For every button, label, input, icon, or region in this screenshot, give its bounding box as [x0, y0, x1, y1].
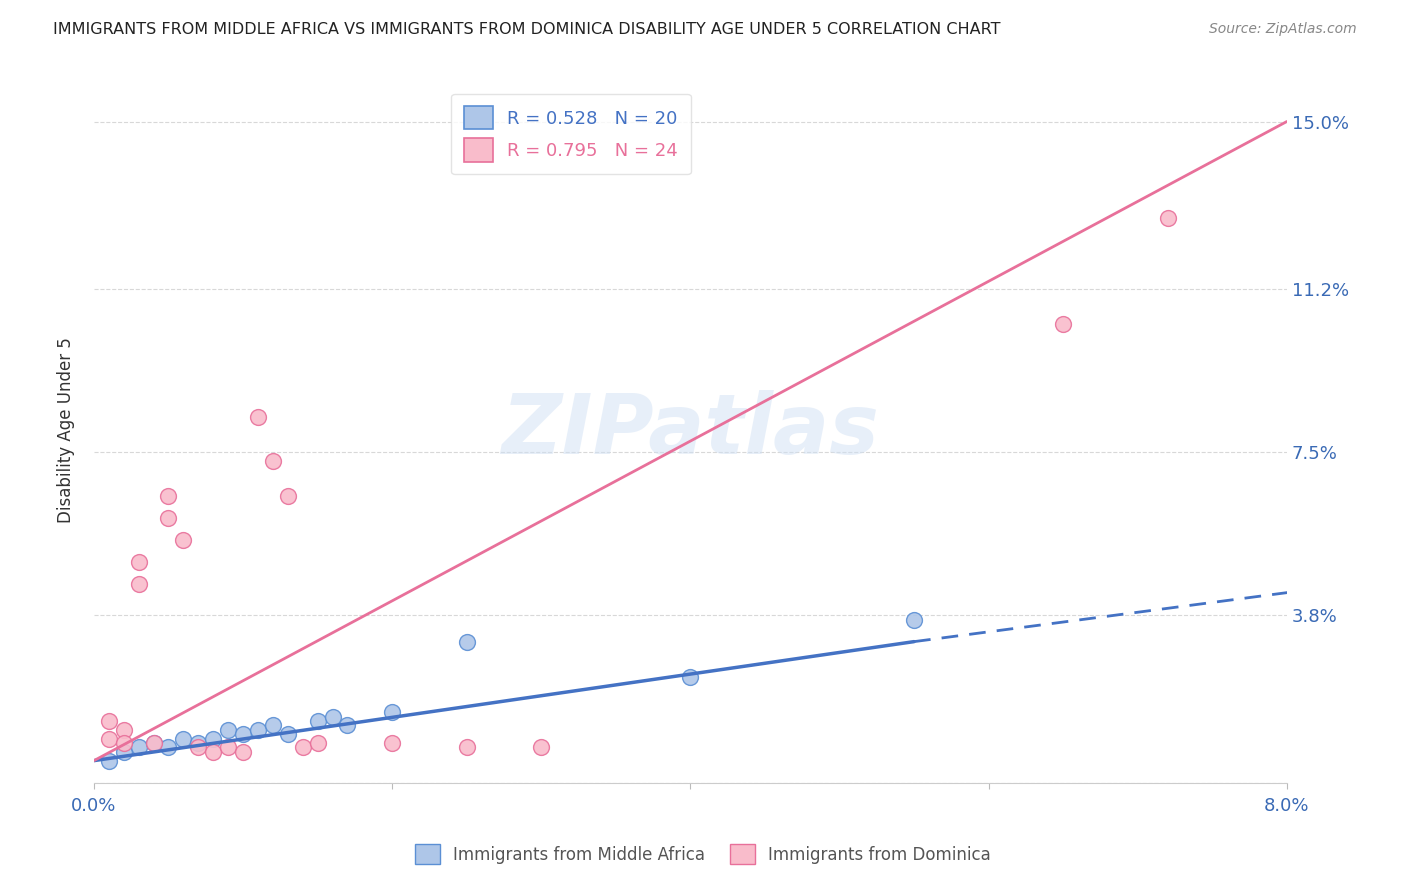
Point: [232, 727, 254, 741]
Point: [97, 714, 120, 728]
Point: [157, 489, 180, 503]
Point: [217, 723, 239, 737]
Point: [530, 740, 553, 755]
Point: [232, 745, 254, 759]
Legend: Immigrants from Middle Africa, Immigrants from Dominica: Immigrants from Middle Africa, Immigrant…: [408, 838, 998, 871]
Point: [336, 718, 359, 732]
Point: [172, 533, 194, 548]
Point: [246, 409, 269, 424]
Point: [202, 731, 225, 746]
Y-axis label: Disability Age Under 5: Disability Age Under 5: [58, 337, 75, 523]
Legend: R = 0.528   N = 20, R = 0.795   N = 24: R = 0.528 N = 20, R = 0.795 N = 24: [451, 94, 690, 174]
Point: [1156, 211, 1178, 226]
Point: [321, 709, 343, 723]
Point: [128, 555, 150, 569]
Point: [307, 714, 329, 728]
Point: [217, 740, 239, 755]
Point: [112, 723, 135, 737]
Point: [381, 736, 404, 750]
Point: [157, 511, 180, 525]
Point: [262, 454, 284, 468]
Point: [142, 736, 165, 750]
Point: [112, 745, 135, 759]
Point: [128, 740, 150, 755]
Text: IMMIGRANTS FROM MIDDLE AFRICA VS IMMIGRANTS FROM DOMINICA DISABILITY AGE UNDER 5: IMMIGRANTS FROM MIDDLE AFRICA VS IMMIGRA…: [53, 22, 1001, 37]
Point: [903, 613, 925, 627]
Point: [456, 634, 478, 648]
Point: [1052, 318, 1074, 332]
Point: [128, 577, 150, 591]
Point: [202, 745, 225, 759]
Point: [277, 489, 299, 503]
Point: [157, 740, 180, 755]
Point: [187, 740, 209, 755]
Point: [679, 670, 702, 684]
Point: [291, 740, 314, 755]
Point: [307, 736, 329, 750]
Point: [97, 754, 120, 768]
Point: [172, 731, 194, 746]
Point: [456, 740, 478, 755]
Text: ZIPatlas: ZIPatlas: [502, 390, 879, 471]
Point: [112, 736, 135, 750]
Point: [187, 736, 209, 750]
Point: [97, 731, 120, 746]
Point: [142, 736, 165, 750]
Point: [262, 718, 284, 732]
Text: Source: ZipAtlas.com: Source: ZipAtlas.com: [1209, 22, 1357, 37]
Point: [381, 705, 404, 719]
Point: [246, 723, 269, 737]
Point: [277, 727, 299, 741]
